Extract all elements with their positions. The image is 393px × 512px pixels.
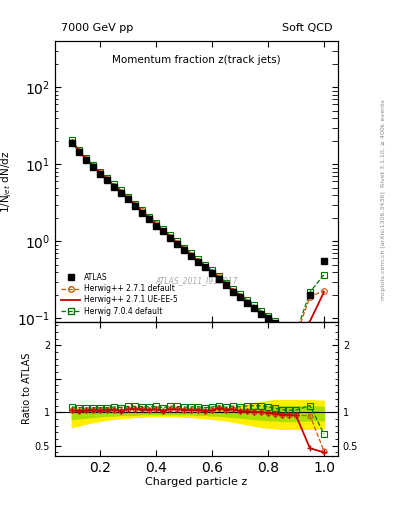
Text: Soft QCD: Soft QCD (282, 23, 332, 33)
Text: 7000 GeV pp: 7000 GeV pp (61, 23, 133, 33)
Y-axis label: 1/N$_{jet}$ dN/dz: 1/N$_{jet}$ dN/dz (0, 150, 14, 212)
Text: Rivet 3.1.10, ≥ 400k events: Rivet 3.1.10, ≥ 400k events (381, 99, 386, 187)
Text: ATLAS_2011_I919017: ATLAS_2011_I919017 (155, 276, 238, 285)
X-axis label: Charged particle z: Charged particle z (145, 477, 248, 487)
Text: Momentum fraction z(track jets): Momentum fraction z(track jets) (112, 55, 281, 65)
Text: mcplots.cern.ch [arXiv:1306.3436]: mcplots.cern.ch [arXiv:1306.3436] (381, 191, 386, 300)
Y-axis label: Ratio to ATLAS: Ratio to ATLAS (22, 353, 32, 424)
Legend: ATLAS, Herwig++ 2.7.1 default, Herwig++ 2.7.1 UE-EE-5, Herwig 7.0.4 default: ATLAS, Herwig++ 2.7.1 default, Herwig++ … (59, 271, 180, 318)
